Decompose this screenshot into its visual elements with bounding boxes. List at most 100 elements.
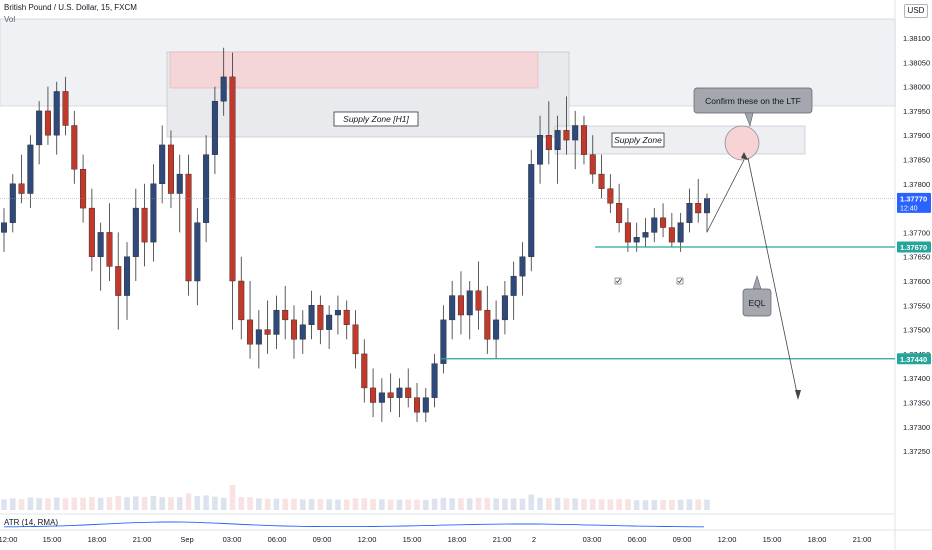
volume-bar [133,496,139,510]
volume-bar [466,498,473,510]
volume-bar [677,499,684,510]
volume-bar [598,499,605,510]
x-tick-label: 21:00 [853,535,872,544]
currency-badge[interactable]: USD [904,4,928,18]
volume-bar [1,499,7,510]
volume-bar [220,497,227,510]
candle-body [651,217,658,233]
candle-body [370,387,377,403]
candle-body [343,309,350,325]
volume-bar [212,496,218,510]
x-tick-label: Sep [180,535,193,544]
volume-bar [502,498,508,510]
price-label: 1.37670 [900,243,927,252]
volume-bar [299,499,306,510]
volume-bar [326,499,332,510]
zone-label-h1: Supply Zone [H1] [343,114,409,124]
y-tick-label: 1.37550 [903,301,930,310]
volume-bar [176,497,183,510]
volume-bar [106,497,113,510]
candle-body [255,329,262,345]
candle-body [475,290,482,311]
y-tick-label: 1.37700 [903,228,930,237]
price-label-time: 12:40 [900,205,918,212]
volume-bar [616,499,622,510]
candle-body [624,222,631,243]
candle-body [194,222,201,282]
y-axis: 1.38100 1.38050 1.38000 1.37950 1.37900 1.378… [897,34,931,456]
candle-body [282,309,289,321]
candle-body [501,295,508,321]
volume-bar [273,498,280,510]
candle-body [167,144,174,194]
candle-body [264,329,271,335]
candle-body [545,134,552,150]
supply-zone-box [554,125,806,155]
candle-body [633,237,640,243]
volume-bar [554,497,561,510]
candle-body [510,275,517,296]
volume-bar [115,496,122,510]
volume-bar [405,499,412,510]
x-tick-label: 06:00 [628,535,647,544]
price-label-bg [897,353,931,365]
candle-body [686,203,693,223]
volume-bar [660,499,666,510]
zone-label: Supply Zone [614,135,662,145]
x-axis: 12:00 15:00 18:00 21:00 Sep 03:00 06:00 09:00 12… [0,535,871,544]
candle-body [290,319,297,340]
y-tick-label: 1.37250 [903,447,930,456]
candle-body [528,164,535,257]
y-tick-label: 1.38100 [903,34,930,43]
candle-body [580,125,587,155]
candle-body [563,130,570,141]
candle-body [1,222,7,233]
volume-bar [414,499,420,510]
volume-bar [546,498,552,510]
candle-body [220,76,227,102]
volume-bar [510,498,517,510]
arrow-head [795,390,801,400]
x-tick-label: 12:00 [358,535,377,544]
volume-bar [89,496,95,510]
volume-bar [53,497,60,510]
candle-body [642,232,649,238]
candle-body [53,91,60,136]
volume-bar [607,499,614,510]
candle-body [589,154,596,175]
volume-bar [62,498,69,510]
candle-body [431,363,438,398]
candle-body [326,314,333,330]
price-label: 1.37770 [900,194,927,203]
volume-bar [449,498,455,510]
volume-bar [537,497,543,510]
candle-body [150,183,157,243]
y-tick-label: 1.37300 [903,423,930,432]
candle-body [537,134,544,165]
volume-bar [97,497,104,510]
target-circle [724,125,760,161]
candle-body [115,266,122,296]
volume-bar [686,499,693,510]
x-tick-label: 15:00 [43,535,62,544]
candle-body [598,173,605,189]
candle-body [466,290,473,316]
x-tick-label: 15:00 [763,535,782,544]
volume-bar [379,499,385,510]
candle-body [308,305,315,325]
x-tick-label: 2 [532,535,536,544]
candle-body [387,392,394,398]
candle-body [607,188,614,204]
x-tick-label: 21:00 [493,535,512,544]
volume-bar [317,499,324,510]
volume-bar [352,498,359,510]
volume-bar [651,499,658,510]
volume-bar [335,499,341,510]
candle-body [352,324,359,355]
zone-label-h1-box [333,111,419,127]
candle-body [238,280,245,321]
atr-line [4,521,704,528]
volume-label: Vol [4,15,16,24]
zones [0,18,896,155]
